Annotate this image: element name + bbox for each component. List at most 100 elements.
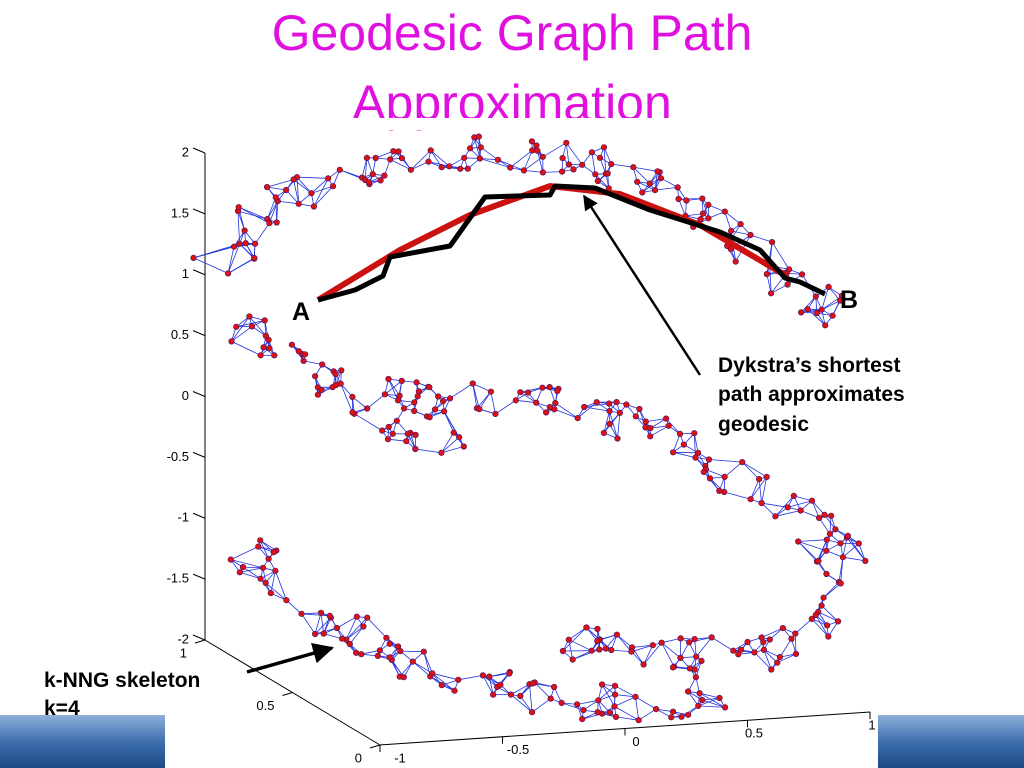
graph-node [581, 403, 588, 411]
graph-node [779, 624, 787, 632]
z-tick [192, 451, 206, 458]
graph-node [534, 147, 541, 154]
graph-node [774, 659, 781, 666]
graph-edge [233, 230, 245, 247]
graph-edge [242, 566, 264, 569]
graph-node [349, 409, 356, 416]
graph-node [823, 622, 831, 629]
graph-node [506, 670, 513, 677]
graph-node [425, 158, 432, 165]
annotation: geodesic [718, 413, 809, 436]
graph-edge [520, 391, 537, 404]
graph-edge [320, 612, 325, 634]
graph-edge [650, 425, 669, 437]
graph-node [804, 306, 811, 313]
graph-node [235, 204, 242, 211]
graph-node [456, 434, 463, 441]
graph-edge [733, 650, 755, 653]
graph-node [669, 664, 677, 671]
graph-node [397, 647, 404, 655]
graph-edge [698, 705, 726, 708]
graph-node [647, 433, 654, 440]
graph-node [546, 404, 554, 411]
graph-edge [509, 150, 533, 168]
arrow [582, 194, 702, 376]
graph-node [616, 409, 624, 417]
graph-node [394, 397, 402, 404]
graph-node [639, 189, 646, 196]
graph-edge [361, 649, 380, 655]
graph-edge [267, 186, 287, 191]
graph-edge [303, 360, 323, 365]
graph-node [353, 613, 360, 620]
graph-node [259, 564, 267, 571]
z-tick-label: 2 [182, 144, 189, 159]
graph-edge [230, 546, 259, 560]
graph-node [658, 639, 665, 646]
graph-node [312, 630, 319, 638]
graph-edge [366, 617, 387, 639]
graph-edge [631, 644, 653, 652]
graph-node [708, 634, 715, 641]
graph-node [412, 431, 419, 439]
graph-node [632, 413, 639, 420]
graph-node [364, 405, 371, 412]
graph-node [533, 399, 540, 406]
graph-edge [614, 696, 636, 707]
graph-node [404, 430, 411, 438]
graph-node [385, 423, 392, 431]
graph-edge [584, 406, 610, 412]
graph-edge [693, 433, 699, 453]
graph-node [414, 393, 421, 400]
graph-node [767, 290, 775, 297]
graph-edge [750, 478, 760, 500]
graph-edge [798, 539, 827, 542]
graph-node [529, 680, 536, 687]
graph-node [539, 169, 547, 176]
graph-node [332, 371, 339, 378]
graph-edge [472, 383, 480, 410]
graph-node [412, 445, 419, 453]
graph-node [358, 651, 365, 658]
point-label: B [840, 286, 858, 314]
graph-node [295, 348, 302, 355]
graph-edge [231, 316, 250, 342]
graph-edge [242, 566, 261, 580]
graph-edge [554, 408, 578, 419]
graph-edge [254, 222, 270, 244]
graph-edge [227, 243, 240, 274]
graph-node [608, 646, 615, 654]
graph-node [766, 636, 773, 643]
graph-node [517, 692, 524, 700]
z-tick-label: -1 [177, 510, 189, 525]
graph-node [684, 688, 692, 695]
annotation: path approximates [718, 383, 905, 406]
graph-node [632, 693, 639, 700]
graph-edge [591, 152, 596, 175]
graph-edge [520, 387, 543, 393]
graph-node [487, 388, 495, 395]
graph-edge [296, 177, 300, 204]
paths [246, 182, 827, 674]
z-tick [192, 147, 206, 154]
x-tick-label: -0.5 [507, 742, 529, 757]
graph-edge [758, 479, 762, 504]
graph-node [606, 709, 614, 716]
graph-node [265, 555, 272, 562]
graph-node [825, 633, 832, 640]
graph-edge [562, 627, 587, 652]
graph-node [583, 624, 590, 631]
graph-edge [616, 634, 633, 648]
graph-node [317, 609, 325, 616]
graph-edge [565, 142, 570, 165]
graph-node [815, 514, 823, 522]
graph-node [517, 389, 524, 396]
graph-edge [400, 650, 424, 653]
graph-node [438, 449, 445, 456]
graph-node [635, 717, 642, 724]
graph-edge [266, 197, 277, 220]
graph-edge [741, 461, 760, 480]
graph-edge [519, 695, 533, 713]
graph-node [386, 640, 393, 647]
graph-node [383, 634, 390, 641]
